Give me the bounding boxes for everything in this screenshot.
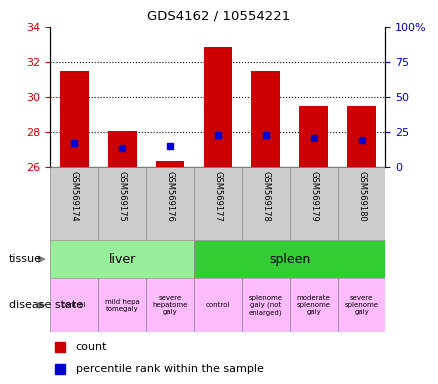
Bar — [290, 167, 338, 240]
Text: GSM569176: GSM569176 — [166, 171, 174, 222]
Bar — [204, 47, 232, 167]
Text: liver: liver — [109, 253, 136, 266]
Bar — [98, 278, 146, 332]
Text: percentile rank within the sample: percentile rank within the sample — [75, 364, 263, 374]
Bar — [194, 167, 242, 240]
Text: count: count — [75, 342, 107, 352]
Text: GSM569180: GSM569180 — [357, 171, 366, 222]
Text: GSM569178: GSM569178 — [261, 171, 270, 222]
Text: GSM569175: GSM569175 — [118, 171, 127, 222]
Text: GDS4162 / 10554221: GDS4162 / 10554221 — [147, 10, 291, 23]
Text: tissue: tissue — [9, 254, 42, 264]
Bar — [194, 278, 242, 332]
Bar — [242, 167, 290, 240]
Bar — [50, 278, 98, 332]
Text: moderate
splenome
galy: moderate splenome galy — [297, 295, 331, 315]
Bar — [242, 278, 290, 332]
Text: spleen: spleen — [269, 253, 311, 266]
Text: mild hepa
tomegaly: mild hepa tomegaly — [105, 299, 140, 312]
Bar — [146, 278, 194, 332]
Bar — [251, 71, 280, 167]
Bar — [50, 240, 194, 278]
Bar — [299, 106, 328, 167]
Bar — [338, 278, 385, 332]
Text: GSM569174: GSM569174 — [70, 171, 79, 222]
Bar — [146, 167, 194, 240]
Text: GSM569179: GSM569179 — [309, 171, 318, 222]
Bar — [290, 278, 338, 332]
Bar — [155, 161, 184, 167]
Text: severe
hepatome
galy: severe hepatome galy — [152, 295, 188, 315]
Bar — [60, 71, 88, 167]
Text: disease state: disease state — [9, 300, 83, 310]
Text: GSM569177: GSM569177 — [213, 171, 223, 222]
Bar — [50, 167, 98, 240]
Text: severe
splenome
galy: severe splenome galy — [345, 295, 378, 315]
Text: control: control — [206, 302, 230, 308]
Bar — [338, 167, 385, 240]
Bar — [194, 240, 385, 278]
Bar — [98, 167, 146, 240]
Text: splenome
galy (not
enlarged): splenome galy (not enlarged) — [249, 295, 283, 316]
Bar — [347, 106, 376, 167]
Text: control: control — [62, 302, 86, 308]
Bar — [108, 131, 137, 167]
